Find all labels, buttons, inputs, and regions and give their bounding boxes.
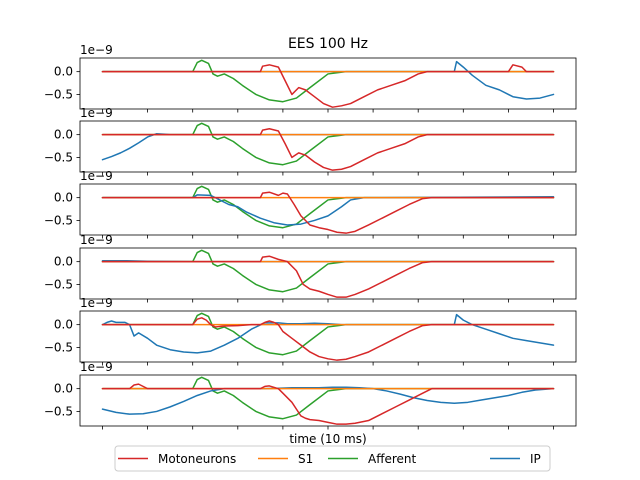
y-offset-label: 1e−9 — [80, 106, 113, 120]
subplot-4: 0.0 −0.5 1e−9 — [44, 233, 577, 303]
y-tick-label: 0.0 — [54, 318, 73, 332]
subplot-lines — [101, 59, 555, 108]
subplot-5: 0.0 −0.5 1e−9 — [44, 296, 577, 366]
series-line-afferent — [101, 312, 555, 356]
series-line-motoneurons — [101, 255, 555, 298]
series-line-ip — [101, 60, 555, 100]
legend-label-s1: S1 — [298, 452, 313, 466]
series-line-motoneurons — [101, 383, 555, 425]
y-offset-label: 1e−9 — [80, 43, 113, 57]
y-offset-label: 1e−9 — [80, 296, 113, 310]
legend-label-ip: IP — [530, 452, 541, 466]
legend-label-motoneurons: Motoneurons — [158, 452, 236, 466]
series-line-afferent — [101, 59, 555, 103]
legend-entry-afferent: Afferent — [328, 452, 417, 466]
chart-title: EES 100 Hz — [288, 36, 368, 52]
series-line-ip — [101, 194, 555, 226]
legend-entry-motoneurons: Motoneurons — [118, 452, 236, 466]
y-offset-label: 1e−9 — [80, 233, 113, 247]
y-tick-label: 0.0 — [54, 128, 73, 142]
y-tick-label: −0.5 — [44, 404, 73, 418]
subplot-1: 0.0 −0.5 1e−9 — [44, 43, 577, 113]
subplot-lines — [101, 122, 555, 171]
y-tick-label: 0.0 — [54, 382, 73, 396]
x-axis-label: time (10 ms) — [289, 432, 366, 446]
y-tick-label: −0.5 — [44, 87, 73, 101]
series-line-afferent — [101, 249, 555, 293]
y-tick-label: 0.0 — [54, 65, 73, 79]
legend: Motoneurons S1 Afferent IP — [114, 445, 551, 472]
subplot-lines — [101, 249, 555, 298]
y-offset-label: 1e−9 — [80, 169, 113, 183]
legend-label-afferent: Afferent — [368, 452, 417, 466]
y-tick-label: 0.0 — [54, 255, 73, 269]
series-line-ip — [101, 386, 555, 415]
y-offset-label: 1e−9 — [80, 360, 113, 374]
series-line-afferent — [101, 376, 555, 420]
legend-entry-s1: S1 — [258, 452, 313, 466]
y-tick-label: −0.5 — [44, 213, 73, 227]
y-tick-label: 0.0 — [54, 191, 73, 205]
series-line-motoneurons — [101, 191, 555, 234]
legend-entry-ip: IP — [490, 452, 541, 466]
series-line-afferent — [101, 185, 555, 229]
subplot-2: 0.0 −0.5 1e−9 — [44, 106, 577, 176]
subplot-lines — [101, 376, 555, 425]
subplot-3: 0.0 −0.5 1e−9 — [44, 169, 577, 239]
y-tick-label: −0.5 — [44, 150, 73, 164]
series-line-motoneurons — [101, 317, 555, 361]
series-line-motoneurons — [101, 64, 555, 108]
y-tick-label: −0.5 — [44, 340, 73, 354]
subplot-lines — [101, 185, 555, 234]
series-line-motoneurons — [101, 127, 555, 171]
subplot-panels: 0.0 −0.5 1e−9 0.0 −0.5 1e−9 0.0 −0.5 1e−9 0.0 −0.5… — [44, 43, 577, 430]
series-line-afferent — [101, 122, 555, 166]
subplot-6: 0.0 −0.5 1e−9 — [44, 360, 577, 430]
subplot-lines — [101, 312, 555, 361]
y-tick-label: −0.5 — [44, 277, 73, 291]
